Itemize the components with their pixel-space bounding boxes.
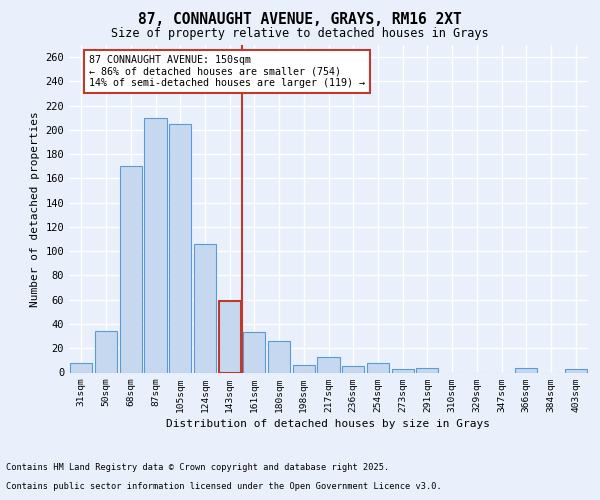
Bar bbox=[268, 341, 290, 372]
Bar bbox=[565, 369, 587, 372]
Bar bbox=[416, 368, 439, 372]
Bar bbox=[342, 366, 364, 372]
Bar bbox=[317, 356, 340, 372]
Text: 87 CONNAUGHT AVENUE: 150sqm
← 86% of detached houses are smaller (754)
14% of se: 87 CONNAUGHT AVENUE: 150sqm ← 86% of det… bbox=[89, 54, 365, 88]
Bar bbox=[243, 332, 265, 372]
Bar bbox=[367, 363, 389, 372]
Bar bbox=[392, 369, 414, 372]
Y-axis label: Number of detached properties: Number of detached properties bbox=[30, 111, 40, 306]
Text: Contains public sector information licensed under the Open Government Licence v3: Contains public sector information licen… bbox=[6, 482, 442, 491]
Text: Size of property relative to detached houses in Grays: Size of property relative to detached ho… bbox=[111, 28, 489, 40]
Bar bbox=[169, 124, 191, 372]
Bar bbox=[145, 118, 167, 372]
Bar bbox=[293, 365, 315, 372]
Text: Contains HM Land Registry data © Crown copyright and database right 2025.: Contains HM Land Registry data © Crown c… bbox=[6, 464, 389, 472]
Bar bbox=[194, 244, 216, 372]
Bar bbox=[515, 368, 538, 372]
Bar bbox=[95, 332, 117, 372]
X-axis label: Distribution of detached houses by size in Grays: Distribution of detached houses by size … bbox=[167, 419, 491, 429]
Bar bbox=[218, 301, 241, 372]
Text: 87, CONNAUGHT AVENUE, GRAYS, RM16 2XT: 87, CONNAUGHT AVENUE, GRAYS, RM16 2XT bbox=[138, 12, 462, 28]
Bar bbox=[119, 166, 142, 372]
Bar bbox=[70, 363, 92, 372]
